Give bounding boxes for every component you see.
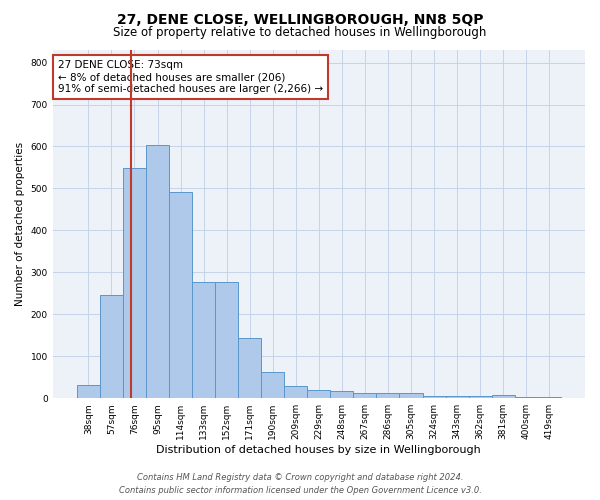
Bar — [331, 390, 353, 398]
Bar — [100, 294, 123, 398]
Text: 27 DENE CLOSE: 73sqm
← 8% of detached houses are smaller (206)
91% of semi-detac: 27 DENE CLOSE: 73sqm ← 8% of detached ho… — [58, 60, 323, 94]
Bar — [353, 393, 376, 398]
Bar — [307, 390, 331, 398]
Bar — [169, 192, 192, 398]
Text: Size of property relative to detached houses in Wellingborough: Size of property relative to detached ho… — [113, 26, 487, 39]
Bar — [515, 396, 538, 398]
Bar — [446, 396, 469, 398]
Bar — [469, 396, 491, 398]
Bar — [192, 282, 215, 398]
Text: 27, DENE CLOSE, WELLINGBOROUGH, NN8 5QP: 27, DENE CLOSE, WELLINGBOROUGH, NN8 5QP — [117, 12, 483, 26]
Bar — [238, 338, 261, 398]
Bar — [261, 372, 284, 398]
Bar — [538, 396, 561, 398]
Y-axis label: Number of detached properties: Number of detached properties — [15, 142, 25, 306]
Bar — [376, 393, 400, 398]
Bar — [491, 396, 515, 398]
Bar — [284, 386, 307, 398]
Bar — [215, 282, 238, 398]
Bar — [123, 168, 146, 398]
Bar — [422, 396, 446, 398]
Bar — [77, 385, 100, 398]
Bar — [146, 145, 169, 398]
Text: Contains HM Land Registry data © Crown copyright and database right 2024.
Contai: Contains HM Land Registry data © Crown c… — [119, 474, 481, 495]
X-axis label: Distribution of detached houses by size in Wellingborough: Distribution of detached houses by size … — [157, 445, 481, 455]
Bar — [400, 393, 422, 398]
